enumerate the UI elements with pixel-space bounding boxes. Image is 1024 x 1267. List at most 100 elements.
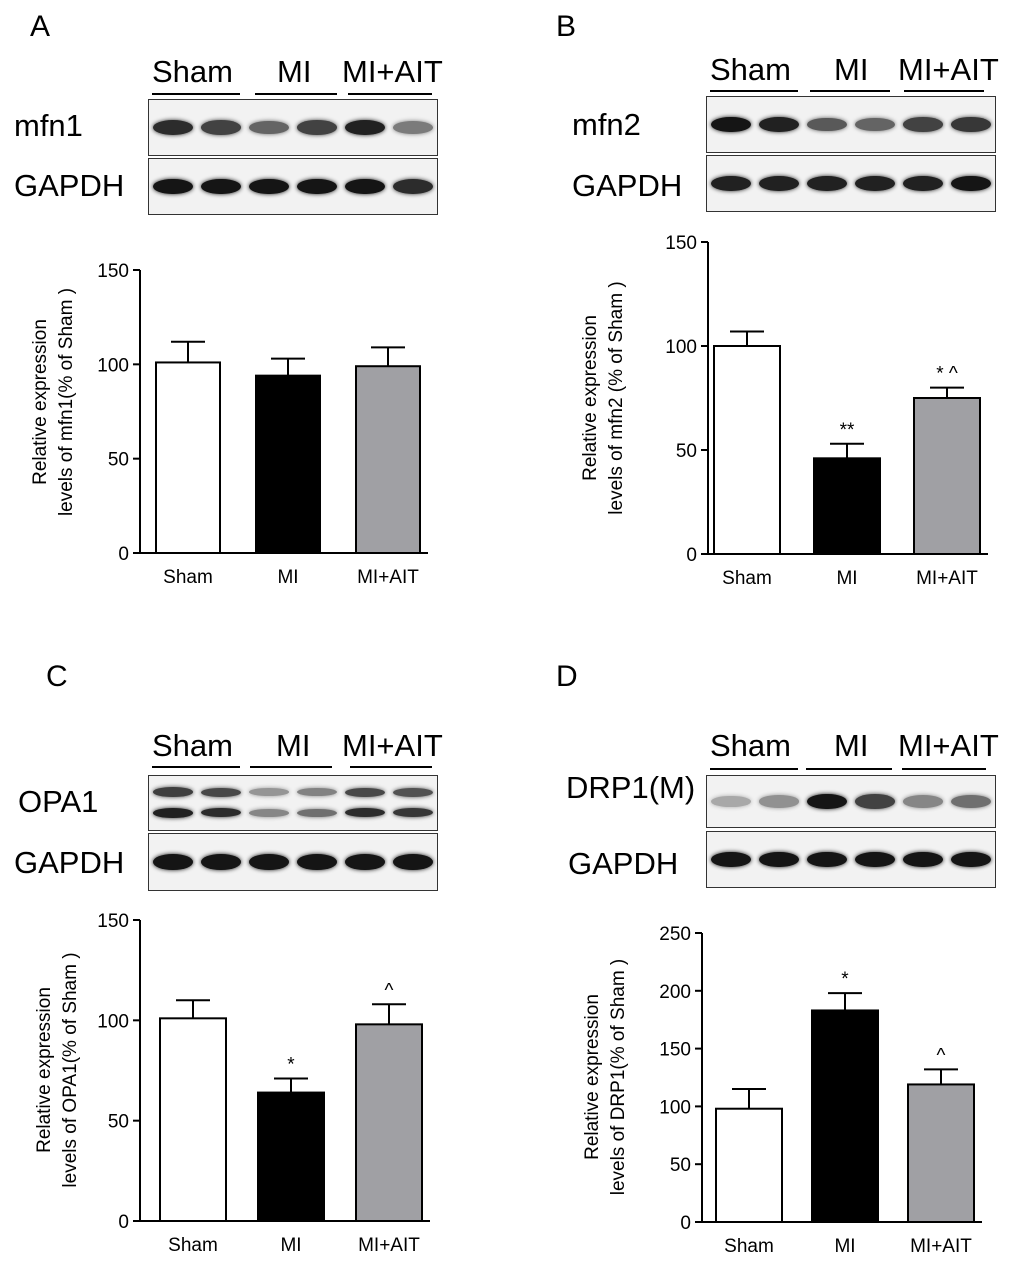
y-axis-label: Relative expression <box>34 987 55 1153</box>
y-axis-label: levels of DRP1(% of Sham ) <box>608 959 629 1196</box>
blot-band <box>201 178 241 195</box>
y-axis-label: levels of OPA1(% of Sham ) <box>60 952 81 1187</box>
group-underline <box>255 93 337 95</box>
group-underline <box>904 90 984 92</box>
western-blot-gapdh <box>148 158 438 215</box>
panel-letter: D <box>556 660 578 693</box>
bar-chart-opa1: 0 50 100 150 Relative expression levels of OP… <box>34 911 430 1256</box>
y-tick-label: 150 <box>97 911 129 932</box>
blot-band <box>153 178 193 195</box>
bar-sham <box>159 1017 227 1223</box>
blot-band <box>393 178 433 194</box>
group-underline <box>152 766 240 768</box>
blot-label-mfn1: mfn1 <box>14 108 83 143</box>
y-tick-label: 200 <box>659 982 691 1003</box>
x-category-label: MI <box>836 568 857 589</box>
y-tick-label: 50 <box>670 1155 691 1176</box>
blot-band <box>297 178 337 195</box>
y-tick-label: 100 <box>659 1097 691 1118</box>
blot-band <box>393 854 433 870</box>
group-underline <box>710 768 798 770</box>
significance-marker: ** <box>840 420 855 441</box>
blot-band <box>153 807 193 818</box>
blot-band <box>153 787 193 797</box>
blot-label-gapdh: GAPDH <box>14 845 125 880</box>
group-underline <box>710 90 798 92</box>
x-category-label: Sham <box>163 567 213 588</box>
bar-sham <box>713 345 781 555</box>
blot-band <box>345 808 385 818</box>
group-underline <box>810 90 890 92</box>
bar-mi-ait <box>355 365 421 554</box>
y-tick-label: 100 <box>97 1011 129 1032</box>
group-underline <box>806 768 892 770</box>
blot-band <box>393 787 433 797</box>
panel-letter: B <box>556 10 577 43</box>
blot-band <box>249 808 289 817</box>
blot-band <box>201 120 241 135</box>
y-axis-label: Relative expression <box>582 994 603 1160</box>
blot-band <box>903 795 943 808</box>
bar-mi <box>813 457 881 556</box>
blot-band <box>249 120 289 135</box>
blot-band <box>711 851 751 868</box>
y-tick-label: 250 <box>659 924 691 945</box>
blot-band <box>201 787 241 797</box>
group-underline <box>902 768 986 770</box>
blot-label-gapdh: GAPDH <box>568 846 679 881</box>
blot-band <box>297 808 337 817</box>
blot-band <box>345 854 385 870</box>
group-underline <box>348 93 432 95</box>
y-tick-label: 150 <box>665 233 697 254</box>
blot-band <box>393 121 433 134</box>
blot-band <box>201 854 241 870</box>
significance-marker: ^ <box>937 1045 946 1066</box>
blot-band <box>153 119 193 135</box>
bar-mi <box>255 374 321 554</box>
blot-band <box>807 175 847 192</box>
blot-band <box>807 793 847 810</box>
blot-band <box>951 794 991 809</box>
x-category-label: MI+AIT <box>358 1235 420 1256</box>
bar-sham <box>155 361 221 554</box>
x-category-label: MI <box>277 567 298 588</box>
x-category-label: Sham <box>722 568 772 589</box>
x-category-label: MI+AIT <box>910 1236 972 1257</box>
y-tick-label: 0 <box>680 1213 691 1234</box>
group-label-mi: MI <box>277 54 312 89</box>
blot-band <box>855 794 895 809</box>
blot-band <box>345 787 385 797</box>
bar-chart-mfn2: 0 50 100 150 Relative expression levels of mf… <box>580 233 988 589</box>
bar-mi-ait <box>907 1083 975 1223</box>
blot-band <box>855 175 895 192</box>
group-label-sham: Sham <box>152 54 233 89</box>
blot-label-drp1-m: DRP1(M) <box>566 770 696 805</box>
blot-band <box>759 795 799 808</box>
blot-band <box>393 808 433 818</box>
blot-band <box>297 788 337 797</box>
blot-band <box>903 851 943 868</box>
western-blot-gapdh <box>706 831 996 888</box>
y-axis-label: levels of mfn1(% of Sham ) <box>56 288 77 516</box>
bar-mi <box>811 1009 879 1224</box>
group-label-mi-ait: MI+AIT <box>898 52 999 87</box>
western-blot-mfn1 <box>148 99 438 156</box>
group-label-mi: MI <box>834 52 869 87</box>
y-tick-label: 50 <box>676 441 697 462</box>
blot-band <box>759 851 799 868</box>
blot-band <box>903 117 943 132</box>
significance-marker: * <box>841 969 849 990</box>
panel-letter: C <box>46 660 68 693</box>
x-category-label: Sham <box>168 1235 218 1256</box>
blot-band <box>951 175 991 192</box>
x-category-label: Sham <box>724 1236 774 1257</box>
blot-band <box>345 178 385 195</box>
y-axis-label: Relative expression <box>30 319 51 485</box>
blot-label-opa1: OPA1 <box>18 784 99 819</box>
blot-band <box>249 854 289 870</box>
x-category-label: MI <box>280 1235 301 1256</box>
bar-mi <box>257 1091 325 1222</box>
y-tick-label: 100 <box>97 355 129 376</box>
group-label-mi: MI <box>276 728 311 763</box>
y-tick-label: 0 <box>686 545 697 566</box>
